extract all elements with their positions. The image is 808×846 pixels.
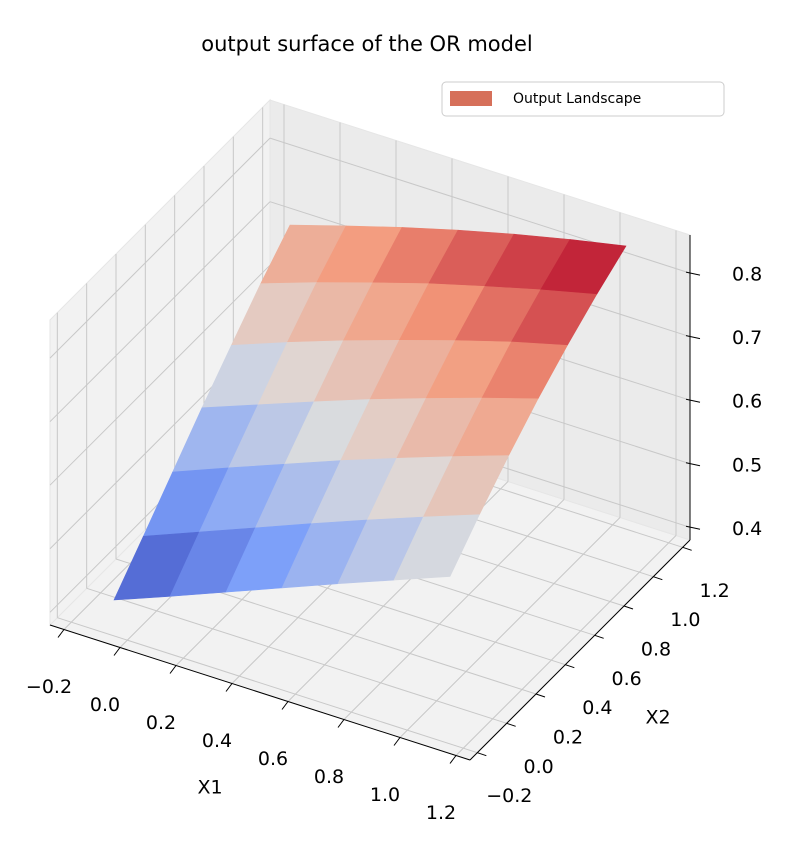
legend-swatch <box>450 91 492 106</box>
grid-line <box>86 587 507 724</box>
y-tick <box>653 576 663 581</box>
y-axis-label: X2 <box>645 707 670 729</box>
x-tick <box>225 683 233 692</box>
y-tick-label: 1.0 <box>670 609 700 631</box>
y-tick-label: 0.8 <box>641 639 671 661</box>
x-tick-label: 0.6 <box>258 748 288 770</box>
z-tick <box>685 398 701 403</box>
y-tick <box>535 693 546 698</box>
z-tick <box>685 335 701 340</box>
z-tick <box>685 462 701 467</box>
x-tick <box>449 755 457 764</box>
x-tick <box>57 629 65 638</box>
legend-label: Output Landscape <box>513 91 641 107</box>
x-tick-label: 0.2 <box>146 712 176 734</box>
y-axis <box>469 539 691 761</box>
legend-box <box>441 81 725 117</box>
y-tick-label: −0.2 <box>486 785 532 807</box>
y-tick-label: 0.2 <box>553 727 583 749</box>
y-tick-label: 0.0 <box>524 756 554 778</box>
y-tick <box>477 752 487 757</box>
x-tick-label: −0.2 <box>26 676 72 698</box>
y-tick <box>506 722 516 727</box>
z-tick-label: 0.5 <box>732 454 762 476</box>
y-tick-label: 0.4 <box>582 697 612 719</box>
x-tick <box>281 701 289 710</box>
z-tick <box>685 525 701 530</box>
x-tick <box>113 647 121 656</box>
z-tick-label: 0.6 <box>732 391 762 413</box>
surface <box>113 224 627 601</box>
x-tick-label: 0.4 <box>202 730 232 752</box>
legend: Output Landscape <box>441 81 725 117</box>
grid-line <box>49 201 271 423</box>
grid-line <box>49 137 271 359</box>
x-axis <box>49 624 471 761</box>
z-tick <box>685 271 701 276</box>
x-tick <box>393 737 401 746</box>
y-tick <box>594 634 604 639</box>
x-tick-label: 0.8 <box>314 766 344 788</box>
y-tick <box>682 546 692 551</box>
x-axis-label: X1 <box>197 777 222 799</box>
y-tick-label: 0.6 <box>612 668 642 690</box>
x-tick-label: 1.0 <box>370 784 400 806</box>
y-tick <box>565 664 575 669</box>
grid-line <box>49 264 271 486</box>
x-tick <box>169 665 177 674</box>
z-tick-label: 0.4 <box>732 518 762 540</box>
x-tick <box>337 719 345 728</box>
chart-title: output surface of the OR model <box>201 32 532 56</box>
surface-patch <box>393 514 480 581</box>
grid-line <box>57 617 478 754</box>
y-tick <box>623 605 634 610</box>
axes: −0.20.00.20.40.60.81.01.2−0.20.00.20.40.… <box>26 235 762 824</box>
x-tick-label: 0.0 <box>90 694 120 716</box>
z-tick-label: 0.8 <box>732 264 762 286</box>
z-tick-label: 0.7 <box>732 327 762 349</box>
x-tick-label: 1.2 <box>426 802 456 824</box>
y-tick-label: 1.2 <box>700 580 730 602</box>
